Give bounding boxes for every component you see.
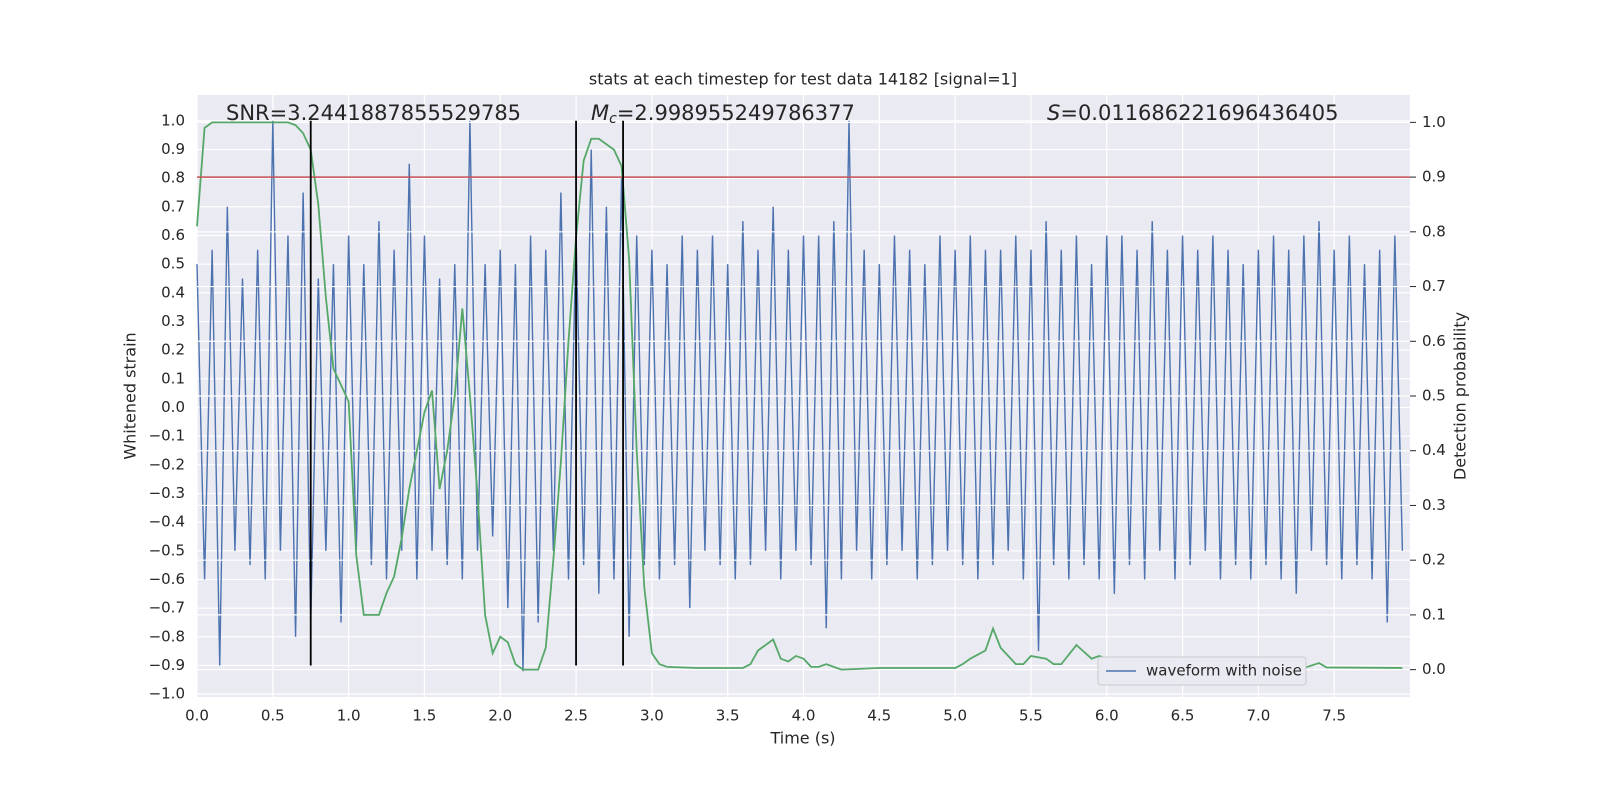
annotation-symbol: S <box>1047 101 1060 125</box>
chart-title: stats at each timestep for test data 141… <box>589 70 1017 89</box>
y2-tick-label: 0.5 <box>1422 387 1446 405</box>
x-tick-label: 1.5 <box>413 707 437 725</box>
x-tick-label: 5.5 <box>1019 707 1043 725</box>
annotation-text: =2.998955249786377 <box>617 101 855 125</box>
y2-tick-label: 0.6 <box>1422 332 1446 350</box>
x-axis-label: Time (s) <box>769 729 835 748</box>
x-tick-label: 6.0 <box>1095 707 1119 725</box>
x-tick-label: 0.0 <box>185 707 209 725</box>
y2-tick-label: 0.0 <box>1422 660 1446 678</box>
y2-tick-label: 0.2 <box>1422 551 1446 569</box>
y-tick-label: −0.2 <box>149 455 185 473</box>
y-tick-label: 1.0 <box>161 111 185 129</box>
x-tick-label: 3.5 <box>716 707 740 725</box>
y-tick-label: 0.6 <box>161 226 185 244</box>
x-tick-label: 3.0 <box>640 707 664 725</box>
y-tick-label: 0.7 <box>161 197 185 215</box>
y-axis-label: Whitened strain <box>121 332 140 459</box>
y-tick-label: −0.8 <box>149 627 185 645</box>
y-tick-label: −0.3 <box>149 484 185 502</box>
x-tick-label: 5.0 <box>943 707 967 725</box>
series-line <box>196 120 1404 672</box>
x-tick-label: 0.5 <box>261 707 285 725</box>
y-tick-label: −0.1 <box>149 427 185 445</box>
y2-axis-label: Detection probability <box>1451 312 1470 480</box>
y2-tick-label: 1.0 <box>1422 113 1446 131</box>
y2-tick-label: 0.8 <box>1422 222 1446 240</box>
y2-tick-label: 0.7 <box>1422 277 1446 295</box>
legend-label: waveform with noise <box>1146 662 1302 680</box>
y-tick-label: 0.9 <box>161 140 185 158</box>
annotation-symbol: M <box>591 101 609 125</box>
annotation-subscript: c <box>609 111 617 127</box>
x-tick-label: 7.5 <box>1322 707 1346 725</box>
series-line <box>196 121 1403 671</box>
annotation: SNR=3.2441887855529785 <box>226 101 521 125</box>
x-tick-label: 1.0 <box>337 707 361 725</box>
x-tick-label: 4.0 <box>792 707 816 725</box>
annotation: Mc=2.998955249786377 <box>591 101 855 127</box>
y-tick-label: −1.0 <box>149 685 185 703</box>
y-tick-label: 0.3 <box>161 312 185 330</box>
x-tick-label: 2.0 <box>488 707 512 725</box>
y-tick-label: −0.4 <box>149 513 185 531</box>
y2-tick-label: 0.3 <box>1422 496 1446 514</box>
x-tick-label: 2.5 <box>564 707 588 725</box>
y2-tick-label: 0.4 <box>1422 441 1446 459</box>
annotation: S=0.011686221696436405 <box>1047 101 1338 125</box>
legend-box <box>1097 656 1307 686</box>
y-tick-label: −0.9 <box>149 656 185 674</box>
x-tick-label: 6.5 <box>1171 707 1195 725</box>
annotation-text: SNR=3.2441887855529785 <box>226 101 521 125</box>
annotation-text: =0.011686221696436405 <box>1060 101 1338 125</box>
y2-tick-label: 0.1 <box>1422 605 1446 623</box>
x-tick-label: 7.0 <box>1246 707 1270 725</box>
y-tick-label: −0.7 <box>149 599 185 617</box>
x-tick-label: 4.5 <box>867 707 891 725</box>
y-tick-label: −0.5 <box>149 541 185 559</box>
y-tick-label: 0.4 <box>161 283 185 301</box>
y-tick-label: 0.8 <box>161 169 185 187</box>
y-tick-label: 0.1 <box>161 369 185 387</box>
y2-tick-label: 0.9 <box>1422 168 1446 186</box>
y-tick-label: 0.5 <box>161 255 185 273</box>
y-tick-label: −0.6 <box>149 570 185 588</box>
y-tick-label: 0.2 <box>161 341 185 359</box>
y-tick-label: 0.0 <box>161 398 185 416</box>
